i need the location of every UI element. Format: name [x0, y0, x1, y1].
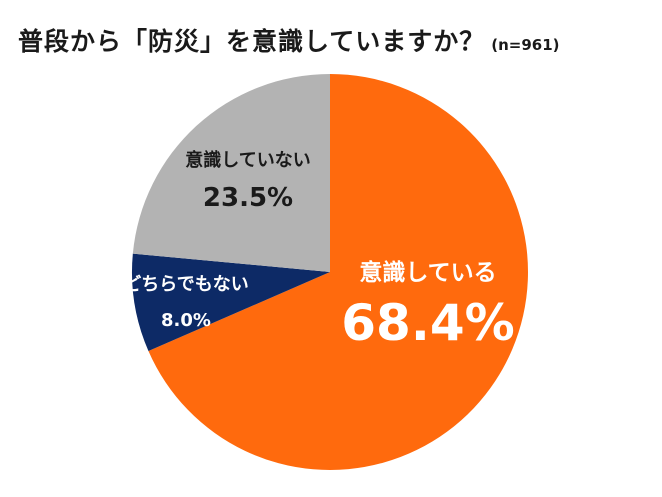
slice-name-label-1: 意識している [359, 259, 496, 286]
chart-title-block: 普段から「防災」を意識していますか？ (n=961) [18, 22, 658, 58]
pie-slice-3 [132, 74, 330, 272]
pie-slice-1 [148, 74, 528, 470]
slice-name-label-3: 意識していない [185, 149, 310, 171]
slice-value-label-3: 23.5% [203, 183, 293, 213]
slice-name-label-2: どちらでもない [123, 274, 248, 295]
chart-title: 普段から「防災」を意識していますか？ [18, 27, 486, 56]
pie-slice-2 [131, 253, 330, 351]
pie-labels: 意識している 68.4% どちらでもない 8.0% 意識していない 23.5% [123, 149, 514, 352]
chart-subtitle: (n=961) [491, 36, 560, 54]
slice-value-label-1: 68.4% [341, 294, 514, 352]
slice-value-label-2: 8.0% [161, 310, 211, 331]
pie-slices [131, 74, 528, 470]
